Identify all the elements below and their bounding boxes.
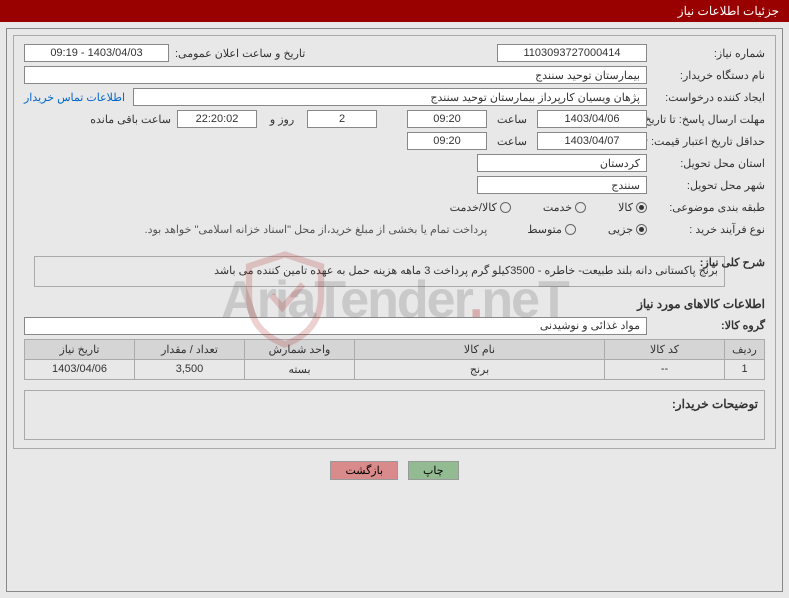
- creator-field: پژهان ویسیان کارپرداز بیمارستان توحید سن…: [133, 88, 647, 106]
- cell-qty: 3,500: [135, 359, 245, 379]
- th-code: کد کالا: [605, 339, 725, 359]
- main-content: شماره نیاز: 1103093727000414 تاریخ و ساع…: [13, 35, 776, 449]
- deadline-date: 1403/04/06: [537, 110, 647, 128]
- hours-left: 22:20:02: [177, 110, 257, 128]
- page-header: جزئیات اطلاعات نیاز: [0, 0, 789, 22]
- minvalid-time: 09:20: [407, 132, 487, 150]
- cell-code: --: [605, 359, 725, 379]
- need-no-label: شماره نیاز:: [647, 47, 765, 60]
- goods-group-label: گروه کالا:: [647, 319, 765, 332]
- general-desc-box: برنج پاکستانی دانه بلند طبیعت- خاطره - 3…: [34, 256, 725, 287]
- city-field: سنندج: [477, 176, 647, 194]
- table-header-row: ردیف کد کالا نام کالا واحد شمارش تعداد /…: [25, 339, 765, 359]
- table-row: 1 -- برنج بسته 3,500 1403/04/06: [25, 359, 765, 379]
- items-table: ردیف کد کالا نام کالا واحد شمارش تعداد /…: [24, 339, 765, 380]
- radio-motavasset[interactable]: متوسط: [527, 223, 576, 236]
- announce-label: تاریخ و ساعت اعلان عمومی:: [175, 47, 305, 60]
- footer-buttons: چاپ بازگشت: [13, 461, 776, 480]
- proc-radios: جزیی متوسط: [527, 223, 647, 236]
- header-title: جزئیات اطلاعات نیاز: [678, 4, 779, 18]
- th-qty: تعداد / مقدار: [135, 339, 245, 359]
- print-button[interactable]: چاپ: [408, 461, 459, 480]
- cell-date: 1403/04/06: [25, 359, 135, 379]
- deadline-time: 09:20: [407, 110, 487, 128]
- th-row: ردیف: [725, 339, 765, 359]
- buyer-notes-label: توضیحات خریدار:: [646, 391, 764, 439]
- category-radios: کالا خدمت کالا/خدمت: [450, 201, 647, 214]
- th-unit: واحد شمارش: [245, 339, 355, 359]
- buyer-org-field: بیمارستان توحید سنندج: [24, 66, 647, 84]
- contact-link[interactable]: اطلاعات تماس خریدار: [24, 91, 125, 104]
- th-date: تاریخ نیاز: [25, 339, 135, 359]
- cell-row: 1: [725, 359, 765, 379]
- province-label: استان محل تحویل:: [647, 157, 765, 170]
- province-field: کردستان: [477, 154, 647, 172]
- city-label: شهر محل تحویل:: [647, 179, 765, 192]
- th-name: نام کالا: [355, 339, 605, 359]
- radio-jozee[interactable]: جزیی: [608, 223, 647, 236]
- goods-group-field: مواد غذائی و نوشیدنی: [24, 317, 647, 335]
- outer-frame: شماره نیاز: 1103093727000414 تاریخ و ساع…: [6, 28, 783, 592]
- buyer-notes-box: توضیحات خریدار:: [24, 390, 765, 440]
- days-and-label: روز و: [257, 113, 307, 126]
- deadline-label: مهلت ارسال پاسخ: تا تاریخ:: [647, 113, 765, 126]
- radio-kala-khedmat[interactable]: کالا/خدمت: [450, 201, 511, 214]
- cell-name: برنج: [355, 359, 605, 379]
- radio-kala[interactable]: کالا: [618, 201, 647, 214]
- remain-label: ساعت باقی مانده: [90, 113, 171, 126]
- announce-field: 1403/04/03 - 09:19: [24, 44, 169, 62]
- minvalid-date: 1403/04/07: [537, 132, 647, 150]
- category-label: طبقه بندی موضوعی:: [647, 201, 765, 214]
- need-no-field: 1103093727000414: [497, 44, 647, 62]
- back-button[interactable]: بازگشت: [330, 461, 398, 480]
- buyer-org-label: نام دستگاه خریدار:: [647, 69, 765, 82]
- hour-label-2: ساعت: [487, 135, 537, 148]
- radio-khedmat[interactable]: خدمت: [543, 201, 586, 214]
- hour-label-1: ساعت: [487, 113, 537, 126]
- days-left: 2: [307, 110, 377, 128]
- minvalid-label: حداقل تاریخ اعتبار قیمت: تا تاریخ:: [647, 135, 765, 148]
- pay-note: پرداخت تمام یا بخشی از مبلغ خرید،از محل …: [145, 223, 488, 236]
- creator-label: ایجاد کننده درخواست:: [647, 91, 765, 104]
- proc-label: نوع فرآیند خرید :: [647, 223, 765, 236]
- items-info-title: اطلاعات کالاهای مورد نیاز: [24, 297, 765, 311]
- cell-unit: بسته: [245, 359, 355, 379]
